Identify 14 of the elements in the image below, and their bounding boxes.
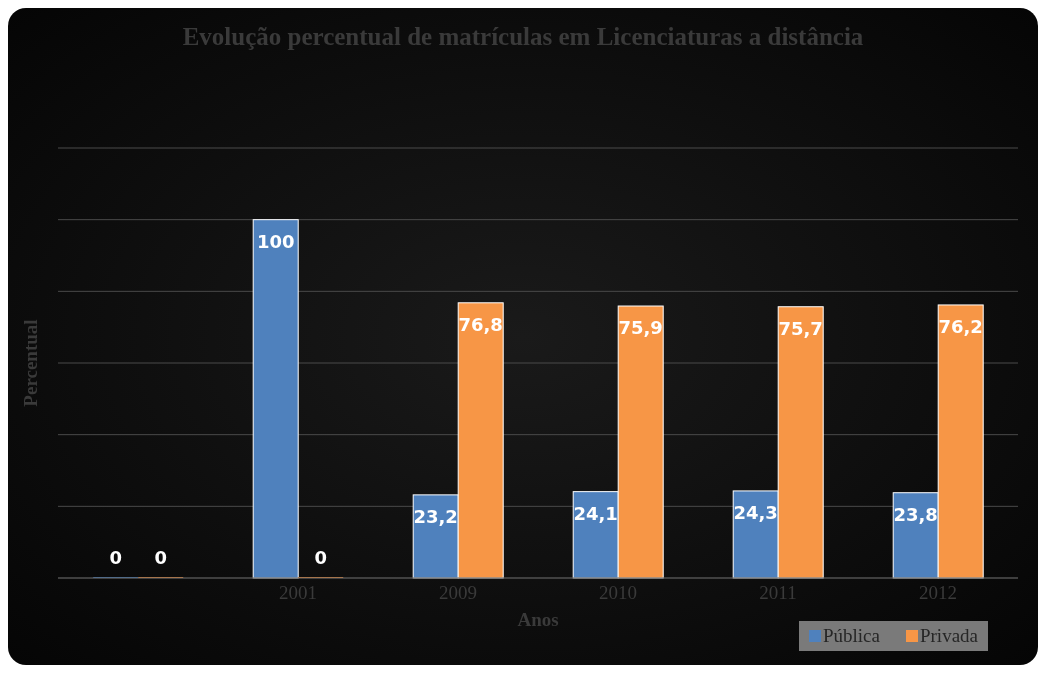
data-label: 23,2: [413, 505, 458, 527]
data-label: 75,7: [778, 317, 823, 339]
data-label: 76,2: [938, 315, 983, 337]
data-label: 75,9: [618, 317, 663, 339]
legend-label: Privada: [919, 625, 978, 647]
data-label: 100: [256, 230, 295, 252]
data-label: 23,8: [893, 503, 938, 525]
data-label: 0: [154, 547, 167, 568]
data-label: 0: [314, 547, 327, 568]
legend-label: Pública: [822, 625, 880, 647]
data-label: 76,8: [458, 313, 503, 335]
data-label: 24,1: [573, 502, 618, 524]
data-label: 24,3: [733, 501, 778, 523]
data-label: 0: [109, 547, 122, 568]
